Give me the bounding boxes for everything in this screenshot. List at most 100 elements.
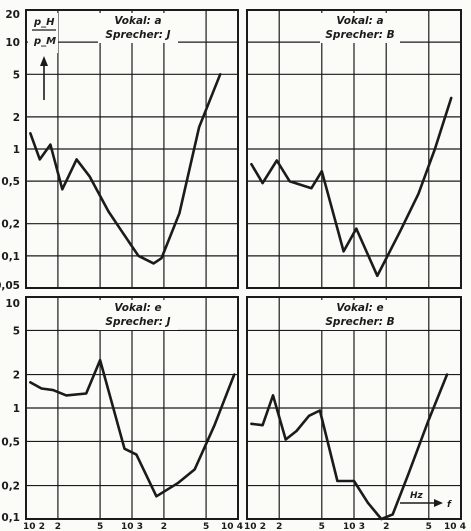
data-point [272,394,274,397]
data-point [367,501,369,504]
panel-frame [25,296,239,520]
series-line [29,73,222,265]
panel-frame [25,9,239,289]
data-point [380,518,383,520]
y-tick-label: 0,1 [1,512,20,524]
data-point [427,421,429,423]
data-point [75,158,78,161]
x-tick-label: 10 3 [343,522,365,531]
y-axis-arrow-head [40,56,48,66]
data-point [320,170,323,173]
data-point [176,482,179,485]
data-point [160,257,163,260]
data-point [40,387,43,390]
x-tick-label: 10 4 [444,522,466,531]
title-background [320,300,400,330]
y-tick-label: 0,2 [1,219,20,231]
data-point [250,163,253,166]
y-tick-label: 0,5 [1,176,20,188]
data-point [275,159,278,162]
y-tick-label: 2 [13,112,20,124]
panel-title-speaker: Sprecher: J [105,316,170,328]
data-point [233,373,236,376]
x-tick-label: 2 [161,522,167,531]
data-point [155,495,158,498]
x-tick-label: 10 4 [221,522,243,531]
title-background [98,300,178,330]
x-axis-unit: Hz [410,491,424,501]
x-tick-label: 10 2 [244,522,266,531]
y-tick-label: 20 [5,9,20,21]
series-line [250,96,453,278]
y-axis-label: p_H p_M [28,13,58,100]
panel-title-vowel: Vokal: a [336,15,383,27]
data-point [38,158,41,161]
data-point [152,262,155,265]
panel-title-speaker: Sprecher: B [325,29,394,41]
y-tick-label: 2 [13,370,20,382]
y-tick-label: 1 [13,403,20,415]
data-point [29,132,32,135]
data-point [261,182,264,185]
y-tick-label: 0,1 [1,251,20,263]
y-label-background [28,13,58,53]
data-point [193,468,196,471]
data-point [319,409,321,412]
y-tick-label: 1 [13,144,20,156]
data-point [198,126,201,129]
x-axis-symbol: f [447,500,452,510]
data-point [376,274,379,277]
panel-title-vowel: Vokal: e [336,302,383,314]
data-point [434,148,436,150]
data-point [120,230,123,233]
data-point [250,422,253,425]
data-point [336,480,339,482]
data-point [353,480,355,482]
data-point [355,227,358,230]
data-point [135,453,138,456]
data-point [85,392,88,395]
y-tick-label: 0,05 [0,280,20,292]
y-label-numerator: p_H [33,17,55,28]
data-point [450,97,453,99]
panel-title-vowel: Vokal: a [114,15,161,27]
data-point [261,424,264,427]
data-point [29,381,32,384]
title-background [320,13,400,43]
title-background [98,13,178,43]
data-point [61,188,64,191]
data-point [295,430,298,432]
y-tick-label: 5 [13,325,20,337]
x-tick-label: 5 [203,522,209,531]
data-point [49,143,52,146]
data-point [137,254,140,257]
panel-frame [246,9,462,289]
panel-3 [25,296,239,520]
x-tick-label: 10 3 [121,522,143,531]
data-point [107,210,110,213]
data-point [446,373,448,376]
panel-title-speaker: Sprecher: J [105,29,170,41]
x-tick-label: 2 [276,522,282,531]
data-point [88,175,91,178]
data-point [308,414,310,417]
y-tick-label: 0,2 [1,481,20,493]
data-point [288,180,291,183]
x-tick-label: 5 [319,522,325,531]
data-point [342,250,345,253]
x-axis-label: Hz f [400,491,452,510]
data-point [178,212,181,215]
data-point [65,394,68,397]
data-point [123,447,126,450]
panel-frame [246,296,462,520]
data-point [219,73,222,76]
panel-4 [246,296,462,521]
data-point [399,230,402,233]
x-tick-label: 2 [55,522,61,531]
data-point [99,359,101,361]
x-tick-label: 5 [426,522,432,531]
y-label-denominator: p_M [33,36,56,47]
panel-title-vowel: Vokal: e [114,302,161,314]
